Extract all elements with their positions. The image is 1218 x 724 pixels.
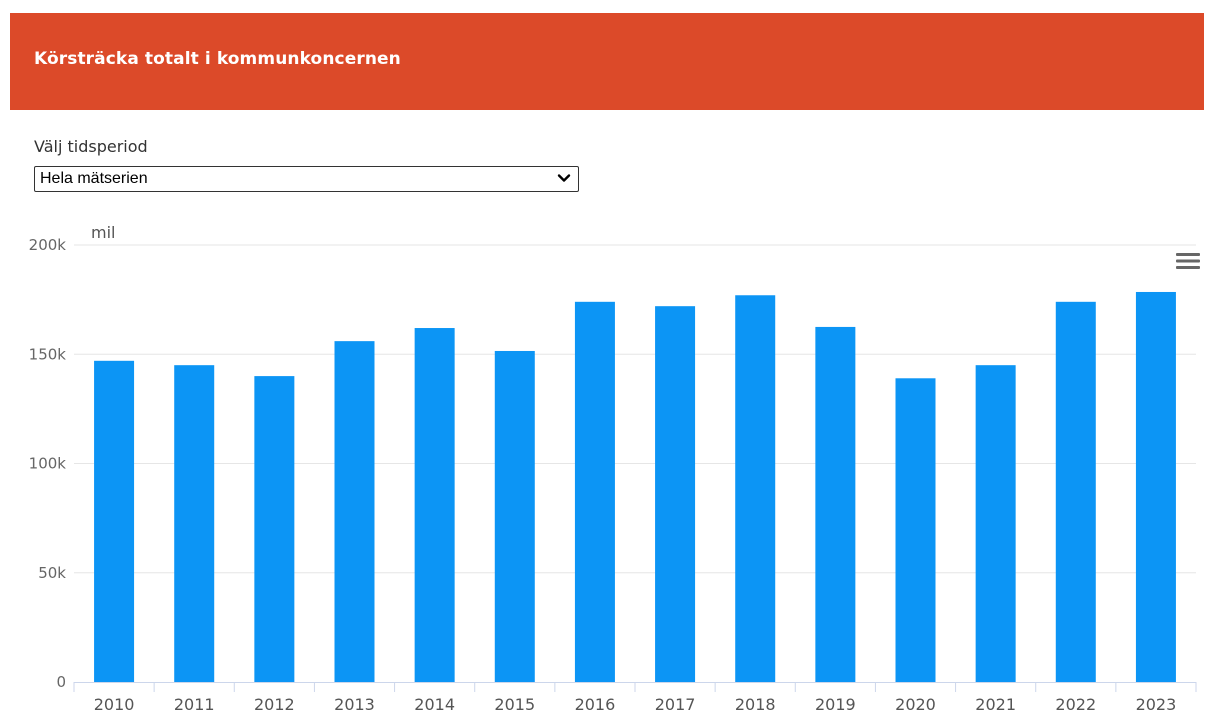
hamburger-menu-icon[interactable] (1172, 248, 1204, 274)
x-tick-label: 2018 (735, 695, 776, 714)
y-tick-label: 150k (29, 345, 67, 363)
bar-2011[interactable] (174, 365, 215, 682)
bar-2015[interactable] (494, 350, 535, 682)
y-tick-label: 0 (56, 673, 66, 691)
y-tick-label: 50k (38, 564, 66, 582)
panel-header: Körsträcka totalt i kommunkoncernen (10, 13, 1204, 110)
x-tick-label: 2017 (655, 695, 696, 714)
bar-2021[interactable] (975, 365, 1016, 682)
bar-2012[interactable] (254, 376, 295, 682)
y-tick-label: 100k (29, 455, 67, 473)
x-tick-label: 2019 (815, 695, 856, 714)
x-tick-label: 2011 (174, 695, 215, 714)
x-tick-label: 2015 (494, 695, 535, 714)
x-tick-label: 2014 (414, 695, 455, 714)
period-select[interactable]: Hela mätserien (34, 166, 579, 192)
bar-2013[interactable] (334, 341, 375, 682)
panel-title: Körsträcka totalt i kommunkoncernen (34, 49, 401, 69)
bar-2016[interactable] (574, 301, 615, 682)
bar-2014[interactable] (414, 328, 455, 682)
period-select-value: Hela mätserien (40, 170, 148, 187)
x-tick-label: 2020 (895, 695, 936, 714)
period-select-label: Välj tidsperiod (34, 137, 148, 156)
bar-2022[interactable] (1055, 301, 1096, 682)
bar-2010[interactable] (94, 360, 135, 682)
x-tick-label: 2016 (575, 695, 616, 714)
x-tick-label: 2010 (94, 695, 135, 714)
y-axis-title: mil (91, 223, 115, 242)
y-tick-label: 200k (29, 236, 67, 254)
x-tick-label: 2013 (334, 695, 375, 714)
chevron-down-icon (557, 174, 571, 182)
bar-2023[interactable] (1135, 291, 1176, 682)
bar-2020[interactable] (895, 378, 936, 682)
x-tick-label: 2022 (1055, 695, 1096, 714)
x-tick-label: 2023 (1136, 695, 1177, 714)
x-tick-label: 2012 (254, 695, 295, 714)
bar-2018[interactable] (735, 295, 776, 682)
bar-2017[interactable] (655, 306, 696, 682)
bar-2019[interactable] (815, 326, 856, 682)
x-tick-label: 2021 (975, 695, 1016, 714)
